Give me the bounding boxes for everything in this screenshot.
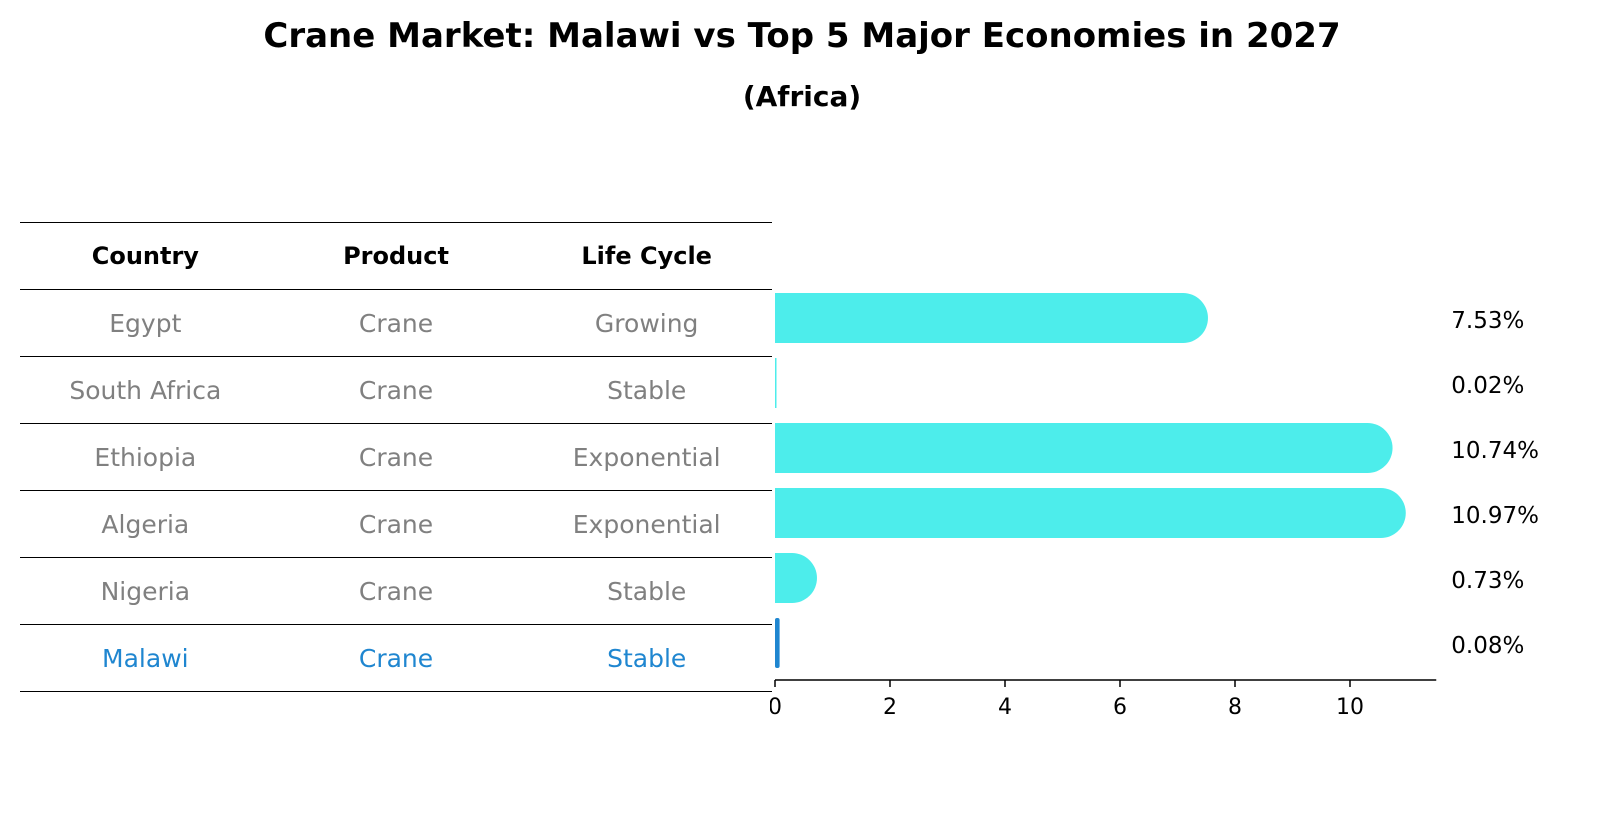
life-cycle-cell: Exponential	[572, 509, 721, 539]
table-header-row: Country Product Life Cycle	[20, 222, 772, 290]
product-cell: Crane	[358, 576, 434, 606]
value-label: 0.73%	[1451, 568, 1524, 594]
life-cycle-cell: Stable	[607, 375, 687, 405]
product-cell: Crane	[358, 442, 434, 472]
value-label: 10.97%	[1451, 503, 1539, 529]
life-cycle-cell: Stable	[607, 576, 687, 606]
x-tick-label: 2	[883, 695, 897, 720]
life-cycle-cell: Exponential	[572, 442, 721, 472]
table-row: Ethiopia Crane Exponential	[20, 424, 772, 491]
x-tick-label: 8	[1228, 695, 1242, 720]
column-header-country: Country	[91, 242, 199, 270]
life-cycle-cell: Stable	[607, 643, 687, 673]
product-cell: Crane	[358, 375, 434, 405]
table-row: South Africa Crane Stable	[20, 357, 772, 424]
table-row-highlighted: Malawi Crane Stable	[20, 625, 772, 692]
product-cell: Crane	[358, 643, 434, 673]
column-header-product: Product	[343, 242, 449, 270]
country-cell: Algeria	[101, 509, 190, 539]
country-cell: Malawi	[102, 643, 189, 673]
chart-title: Crane Market: Malawi vs Top 5 Major Econ…	[263, 16, 1341, 56]
country-cell: Ethiopia	[94, 442, 197, 472]
x-tick-label: 4	[998, 695, 1012, 720]
bar-nigeria	[775, 553, 817, 603]
bar-malawi	[775, 618, 780, 668]
country-cell: Nigeria	[100, 576, 191, 606]
life-cycle-cell: Growing	[594, 308, 699, 338]
bar-chart: 7.53% 0.02% 10.74% 10.97% 0.73% 0.08% 0 2 4 6 8 10	[770, 293, 1539, 720]
market-table: Country Product Life Cycle Egypt Crane G…	[20, 222, 772, 692]
country-cell: South Africa	[69, 375, 222, 405]
table-row: Egypt Crane Growing	[20, 290, 772, 357]
x-tick-label: 10	[1336, 695, 1364, 720]
bar-egypt	[775, 293, 1208, 343]
value-label: 10.74%	[1451, 438, 1539, 464]
table-row: Algeria Crane Exponential	[20, 491, 772, 558]
x-tick-label: 6	[1113, 695, 1127, 720]
table-row: Nigeria Crane Stable	[20, 558, 772, 625]
country-cell: Egypt	[109, 308, 182, 338]
bar-south-africa	[775, 358, 777, 408]
bar-ethiopia	[775, 423, 1393, 473]
product-cell: Crane	[358, 509, 434, 539]
column-header-life-cycle: Life Cycle	[581, 242, 712, 270]
chart-subtitle: (Africa)	[742, 80, 862, 113]
x-tick-label: 0	[770, 695, 782, 720]
value-label: 7.53%	[1451, 308, 1524, 334]
value-label: 0.02%	[1451, 373, 1524, 399]
product-cell: Crane	[358, 308, 434, 338]
value-label: 0.08%	[1451, 633, 1524, 659]
bar-algeria	[775, 488, 1406, 538]
